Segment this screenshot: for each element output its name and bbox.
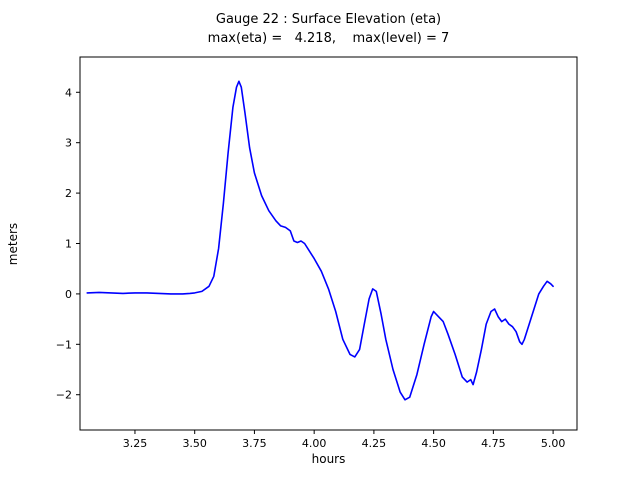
x-tick-label: 5.00 [541, 437, 566, 450]
x-tick-label: 4.75 [481, 437, 506, 450]
y-tick-label: 1 [65, 238, 72, 251]
x-tick-label: 3.75 [242, 437, 267, 450]
x-tick-label: 3.25 [123, 437, 148, 450]
chart-subtitle: max(eta) = 4.218, max(level) = 7 [207, 31, 450, 46]
y-tick-label: 3 [65, 137, 72, 150]
x-tick-label: 4.25 [362, 437, 387, 450]
x-tick-label: 4.00 [302, 437, 327, 450]
x-tick-label: 4.50 [421, 437, 446, 450]
x-tick-label: 3.50 [182, 437, 207, 450]
y-tick-label: −2 [56, 389, 72, 402]
x-axis-label: hours [311, 452, 346, 466]
y-axis-label: meters [6, 222, 20, 266]
y-tick-label: −1 [56, 338, 72, 351]
chart-title: Gauge 22 : Surface Elevation (eta) [215, 12, 442, 27]
plot-border [79, 56, 578, 431]
y-tick-label: 2 [65, 187, 72, 200]
y-tick-label: 4 [65, 86, 72, 99]
y-tick-label: 0 [65, 288, 72, 301]
eta-line [86, 80, 554, 401]
